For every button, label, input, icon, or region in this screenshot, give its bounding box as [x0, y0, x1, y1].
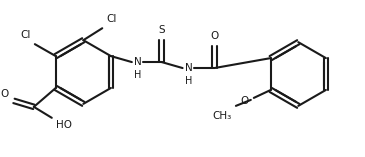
Text: O: O [210, 31, 219, 41]
Text: N: N [185, 63, 192, 73]
Text: O: O [1, 89, 9, 99]
Text: H: H [185, 76, 192, 86]
Text: S: S [158, 25, 165, 35]
Text: CH₃: CH₃ [213, 111, 232, 121]
Text: N: N [134, 57, 142, 67]
Text: Cl: Cl [106, 14, 116, 24]
Text: HO: HO [56, 120, 72, 130]
Text: H: H [134, 70, 142, 80]
Text: O: O [241, 96, 249, 106]
Text: Cl: Cl [20, 30, 31, 40]
